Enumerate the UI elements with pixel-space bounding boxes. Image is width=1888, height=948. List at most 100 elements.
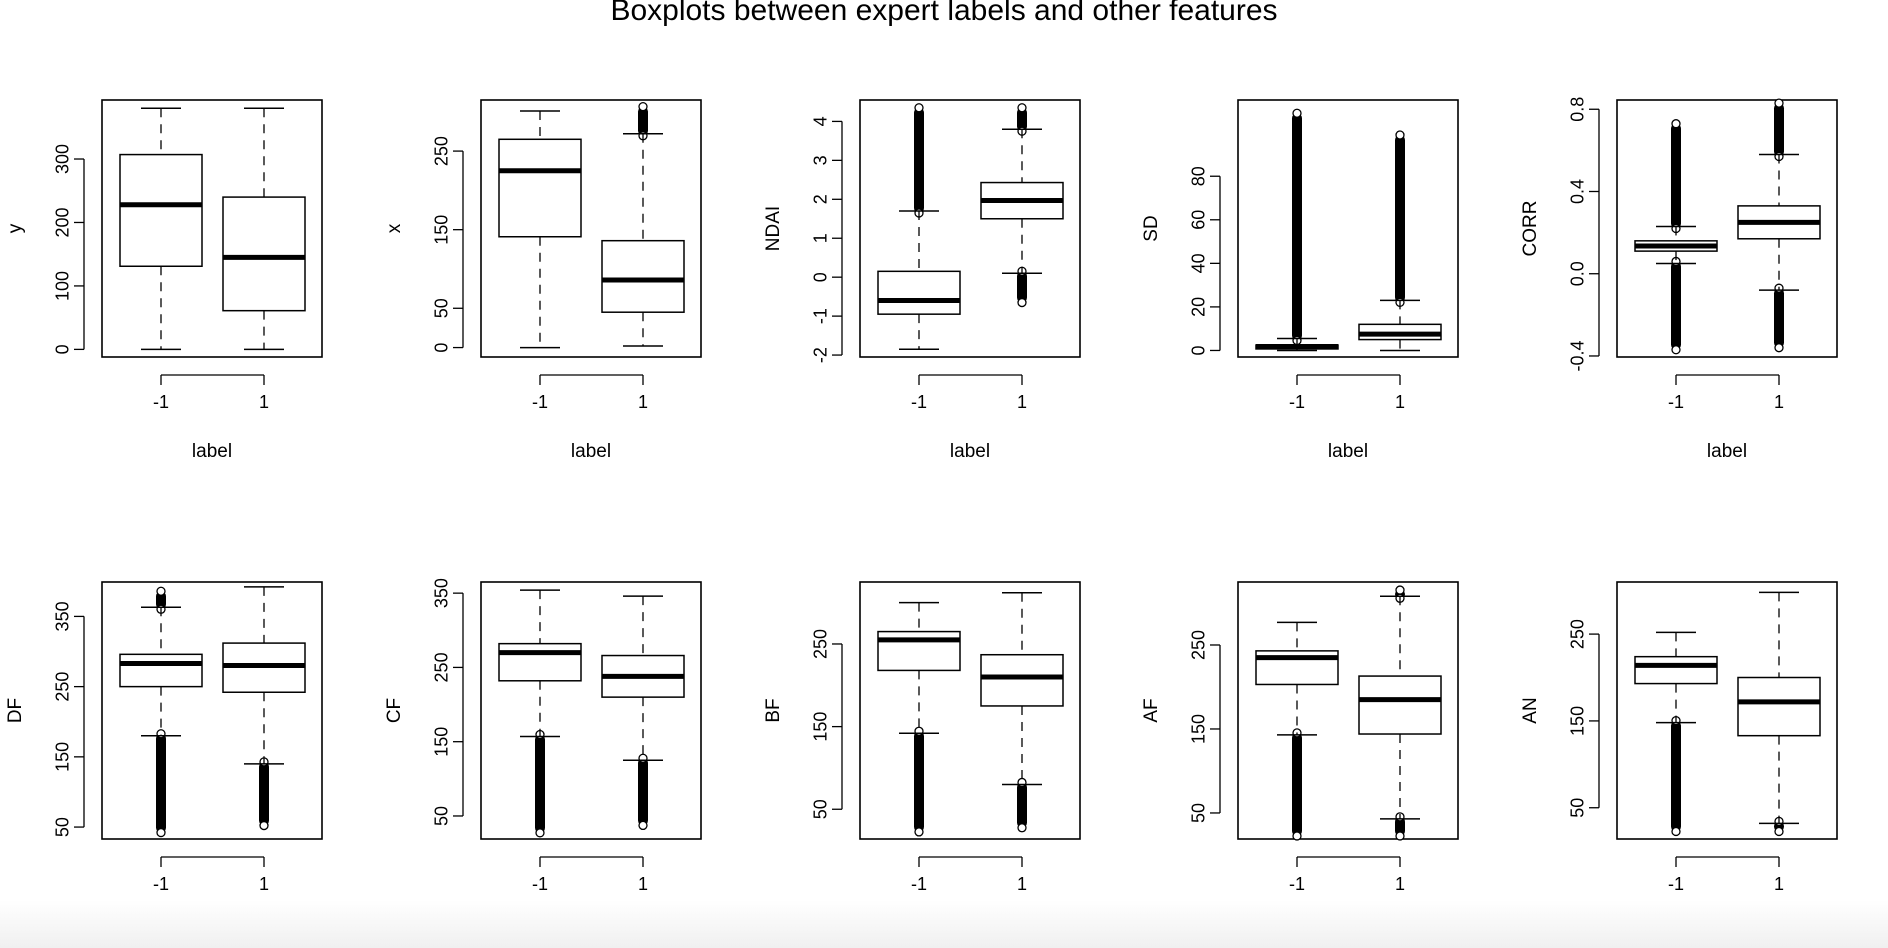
outlier-point — [1774, 98, 1784, 108]
x-tick-label: 1 — [1395, 874, 1405, 894]
outlier-point — [156, 827, 166, 838]
iqr-box — [980, 653, 1064, 707]
outlier-point — [914, 827, 924, 837]
y-tick-label: 3 — [811, 155, 831, 165]
y-tick-label: 20 — [1189, 297, 1209, 317]
y-tick-label: 50 — [1568, 798, 1588, 818]
plot-frame — [480, 99, 702, 358]
y-tick-label: 350 — [53, 601, 73, 631]
outlier-points — [1017, 107, 1027, 132]
y-tick-label: -1 — [811, 308, 831, 324]
y-tick-label: 0 — [1189, 345, 1209, 355]
x-tick-label: -1 — [532, 392, 548, 412]
outlier-points — [638, 106, 648, 136]
outlier-point — [1671, 119, 1681, 129]
y-axis-label: SD — [1141, 215, 1162, 241]
plot-frame — [480, 581, 702, 840]
y-tick-label: 0 — [811, 272, 831, 282]
iqr-box — [1358, 675, 1442, 735]
outlier-points — [1292, 113, 1302, 341]
x-axis-label: label — [571, 441, 611, 462]
outlier-points — [914, 731, 924, 832]
y-tick-label: 60 — [1189, 210, 1209, 230]
outlier-points — [156, 591, 166, 610]
x-tick-label: -1 — [153, 874, 169, 894]
plot-frame — [859, 581, 1081, 840]
outlier-point — [1774, 826, 1784, 837]
y-tick-label: 0.0 — [1568, 261, 1588, 286]
box-1 — [1737, 98, 1821, 353]
y-axis-label: CF — [384, 698, 405, 723]
x-tick-label: 1 — [1395, 392, 1405, 412]
y-tick-label: 150 — [811, 712, 831, 742]
y-axis-label: AF — [1141, 698, 1162, 722]
y-tick-label: 250 — [432, 652, 452, 682]
y-tick-label: 50 — [53, 817, 73, 837]
iqr-box — [498, 642, 582, 682]
iqr-box — [601, 239, 685, 313]
box--1 — [1634, 119, 1718, 355]
x-tick-label: 1 — [1017, 392, 1027, 412]
box-1 — [222, 586, 306, 831]
y-tick-label: 150 — [432, 727, 452, 757]
y-tick-label: 200 — [53, 207, 73, 237]
x-tick-label: -1 — [1668, 874, 1684, 894]
y-tick-label: 150 — [1189, 714, 1209, 744]
box--1 — [119, 586, 203, 838]
outlier-point — [1017, 103, 1027, 113]
x-tick-label: 1 — [259, 874, 269, 894]
outlier-points — [1671, 123, 1681, 229]
panel-x: 0 50 150 250 x -1 1 label — [384, 99, 702, 462]
outlier-point — [1017, 777, 1027, 788]
outlier-point — [156, 729, 166, 739]
box-1 — [222, 107, 306, 351]
outlier-points — [259, 761, 269, 826]
outlier-point — [535, 828, 545, 838]
y-axis-label: AN — [1520, 697, 1541, 723]
y-tick-label: 250 — [53, 672, 73, 702]
outlier-point — [638, 820, 648, 831]
y-axis-label: DF — [5, 698, 26, 723]
y-tick-label: 40 — [1189, 253, 1209, 273]
x-tick-label: 1 — [1774, 392, 1784, 412]
outlier-point — [1671, 826, 1681, 837]
iqr-box — [119, 653, 203, 688]
outlier-points — [1671, 261, 1681, 350]
y-tick-label: 150 — [53, 742, 73, 772]
x-tick-label: -1 — [153, 392, 169, 412]
iqr-box — [1737, 676, 1821, 737]
y-tick-label: 150 — [1568, 706, 1588, 736]
outlier-points — [1671, 720, 1681, 832]
box-1 — [1358, 130, 1442, 352]
x-tick-label: -1 — [1668, 392, 1684, 412]
outlier-point — [914, 726, 924, 736]
y-tick-label: -2 — [811, 347, 831, 363]
x-tick-label: 1 — [1017, 874, 1027, 894]
outlier-points — [638, 758, 648, 826]
panel-sd: 0 20 40 60 80 SD -1 1 label — [1141, 99, 1459, 462]
outlier-point — [156, 586, 166, 596]
outlier-point — [914, 103, 924, 113]
y-tick-label: 50 — [1189, 803, 1209, 823]
y-tick-label: -0.4 — [1568, 340, 1588, 371]
box--1 — [498, 110, 582, 349]
y-tick-label: 350 — [432, 578, 452, 608]
x-tick-label: -1 — [532, 874, 548, 894]
x-tick-label: 1 — [259, 392, 269, 412]
y-tick-label: 0 — [432, 343, 452, 353]
box--1 — [119, 107, 203, 351]
x-axis-label: label — [192, 441, 232, 462]
plot-frame — [101, 99, 323, 358]
plot-frame — [1616, 581, 1838, 840]
y-axis-label: CORR — [1520, 201, 1541, 257]
outlier-point — [259, 820, 269, 831]
outlier-point — [638, 101, 648, 112]
box--1 — [877, 601, 961, 837]
bottom-shade — [0, 900, 1888, 948]
outlier-point — [1395, 831, 1405, 841]
outlier-point — [1671, 345, 1681, 355]
x-tick-label: -1 — [1289, 874, 1305, 894]
outlier-points — [914, 107, 924, 213]
